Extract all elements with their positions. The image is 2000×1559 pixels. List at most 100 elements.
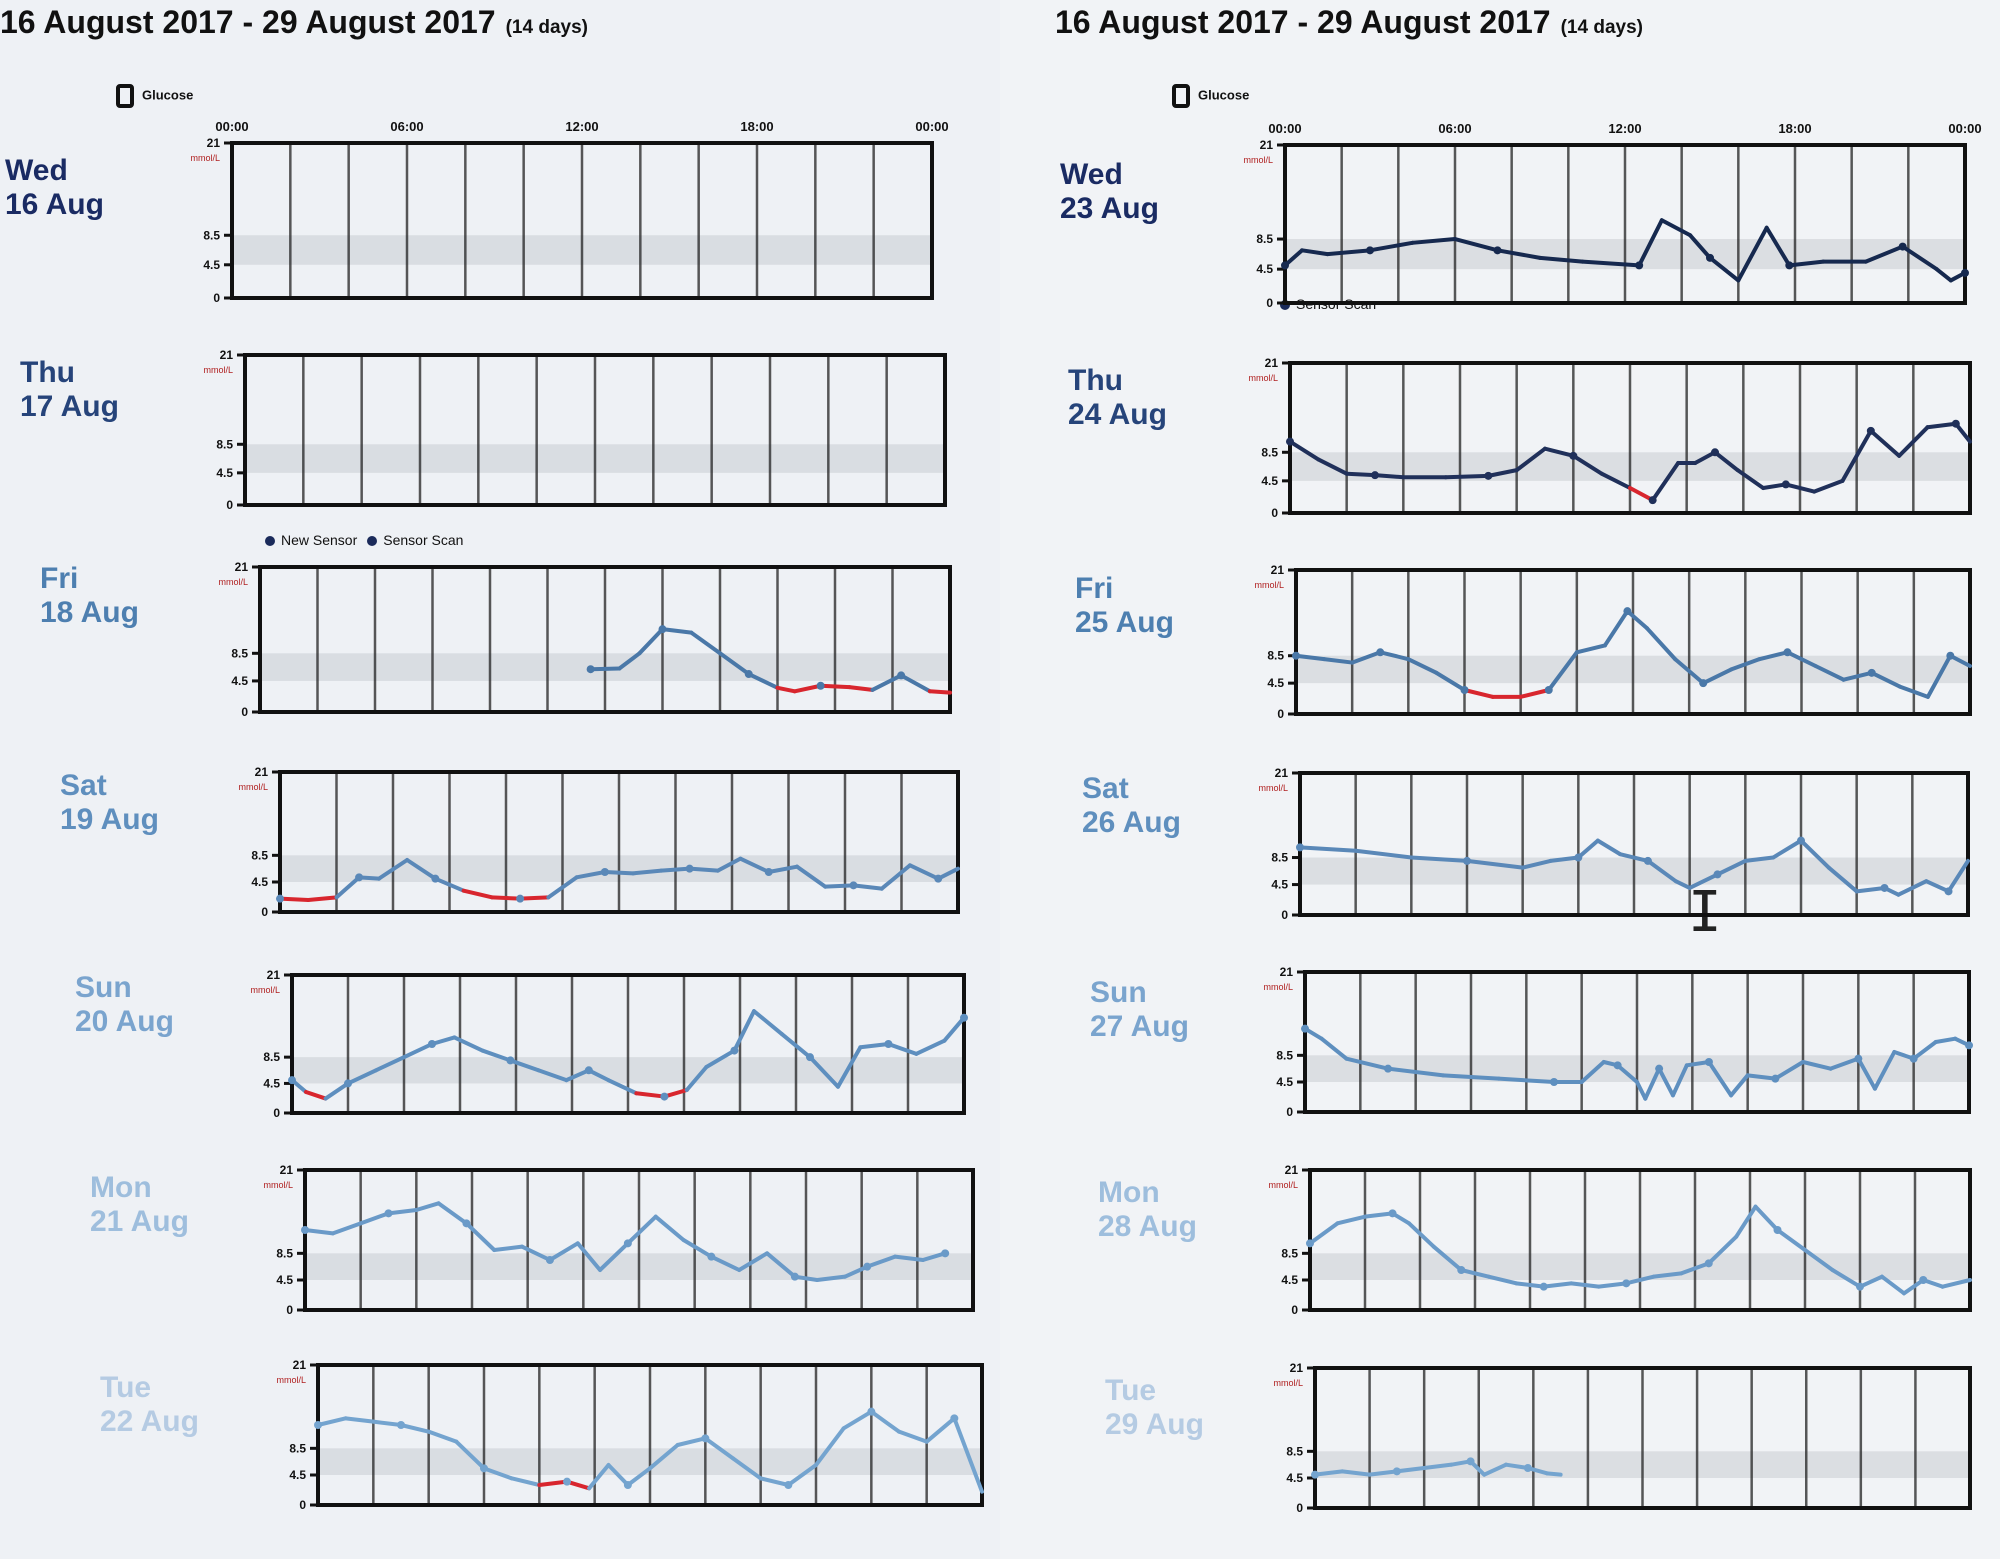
day-label: Mon 28 Aug [1098,1176,1197,1244]
glucose-line-segment [927,689,952,695]
glucose-line-segment [899,673,932,694]
glucose-line-segment [1841,670,1874,682]
plot-frame [243,353,947,507]
glucose-line-segment [814,1426,846,1467]
plot-frame [1313,1366,1972,1510]
sensor-scan-icon [1280,300,1290,311]
y-unit-label: mmol/L [190,153,220,163]
y-tick-label: 0 [1296,1501,1303,1515]
glucose-line-segment [1812,478,1845,494]
glucose-line-segment [1407,1221,1436,1249]
glucose-line-segment [564,1068,591,1083]
glucose-line-segment [1569,1281,1601,1289]
sensor-scan-point [1655,1064,1664,1073]
glucose-line-segment [464,1221,497,1252]
glucose-line-segment [1410,237,1457,245]
day-label: Wed 16 Aug [5,154,104,222]
sensor-scan-point [1493,246,1502,255]
y-tick-label: 0 [1266,296,1273,310]
glucose-line-segment [660,627,694,635]
glucose-line-segment [602,870,636,876]
glucose-line-segment [330,1221,363,1236]
glucose-line-segment [1643,1066,1662,1101]
text-cursor-icon: I [1688,880,1722,945]
glucose-line-segment [775,685,797,694]
glucose-line-segment [1773,1060,1805,1081]
day-date: 27 Aug [1090,1010,1189,1043]
y-tick-label: 4.5 [263,1076,280,1090]
day-weekday: Thu [20,356,75,389]
y-unit-label: mmol/L [250,985,280,995]
glucose-line-segment [386,1208,419,1216]
glucose-line-segment [758,1476,791,1487]
glucose-line-segment [704,1048,737,1069]
sensor-scan-point [1635,261,1644,270]
day-plot-svg: 21 8.5 4.5 0 mmol/L [1268,1163,1972,1317]
glucose-line-segment [1856,1056,1877,1091]
y-tick-label: 21 [255,765,269,779]
glucose-line-segment [737,1251,770,1272]
y-tick-label: 4.5 [1281,1273,1298,1287]
day-plot-svg: 21 8.5 4.5 0 mmol/L [250,968,968,1120]
glucose-line-segment [1897,425,1930,458]
sensor-scan-point [344,1079,352,1088]
sensor-scan-point [897,671,906,680]
glucose-line-segment [1745,1073,1778,1081]
glucose-line-segment [766,864,799,874]
day-weekday: Wed [1060,158,1123,191]
glucose-line-segment [1934,267,1953,283]
sensor-scan-point [660,1092,669,1101]
day-plot: 21 8.5 4.5 0 mmol/L [222,945,974,1128]
sensor-scan-point [1574,853,1583,862]
day-plot-svg: 21 8.5 4.5 0 mmol/L [238,765,960,919]
day-label: Thu 17 Aug [20,356,119,424]
y-tick-label: 0 [1286,1105,1293,1119]
sensor-scan-point [1706,253,1714,262]
glucose-line-segment [1673,657,1706,686]
y-tick-label: 21 [235,560,249,574]
day-date: 26 Aug [1082,806,1181,839]
sensor-scan-point [1466,1457,1475,1466]
sensor-scan-point [1392,1467,1401,1476]
y-tick-label: 8.5 [276,1246,293,1260]
y-tick-label: 8.5 [231,646,248,660]
sensor-scan-point [790,1272,799,1281]
glucose-line-segment [1373,473,1406,480]
glucose-line-segment [1443,473,1491,480]
glucose-line-segment [893,1254,925,1262]
time-tick-label: 12:00 [1608,121,1641,136]
y-tick-label: 0 [286,1303,293,1317]
glucose-line-segment [1896,879,1929,897]
y-tick-label: 0 [273,1106,280,1120]
day-date: 18 Aug [40,596,139,629]
day-date: 21 Aug [90,1205,189,1238]
y-unit-label: mmol/L [203,365,233,375]
glucose-line-segment [1325,248,1372,257]
glucose-line-segment [323,1081,350,1101]
plot-frame [1283,143,1967,305]
glucose-meter-icon [1172,84,1190,108]
glucose-line-segment [508,1058,541,1073]
glucose-line-segment [738,856,771,874]
glucose-line-segment [1715,858,1748,877]
report-days: (14 days) [1560,17,1643,38]
sensor-scan-point [1648,496,1657,505]
glucose-line-segment [1650,461,1681,503]
glucose-line-segment [376,858,410,881]
glucose-legend: Glucose [1172,84,1249,108]
glucose-line-segment [1486,1274,1519,1286]
glucose-line-segment [343,1416,376,1424]
sensor-scan-point [1544,686,1553,694]
glucose-line-segment [870,673,904,692]
glucose-line-segment [1659,218,1693,238]
day-plot: 21 8.5 4.5 0 mmol/L [1226,540,1980,729]
glucose-line-segment [1924,879,1951,894]
y-tick-label: 4.5 [1267,676,1284,690]
glucose-line-segment [1764,225,1792,268]
glucose-line-segment [1940,1278,1972,1289]
glucose-line-segment [858,1042,891,1050]
glucose-line-segment [1496,1076,1556,1084]
glucose-line-segment [1486,468,1519,478]
glucose-line-segment [1743,855,1776,863]
day-date: 25 Aug [1075,606,1174,639]
